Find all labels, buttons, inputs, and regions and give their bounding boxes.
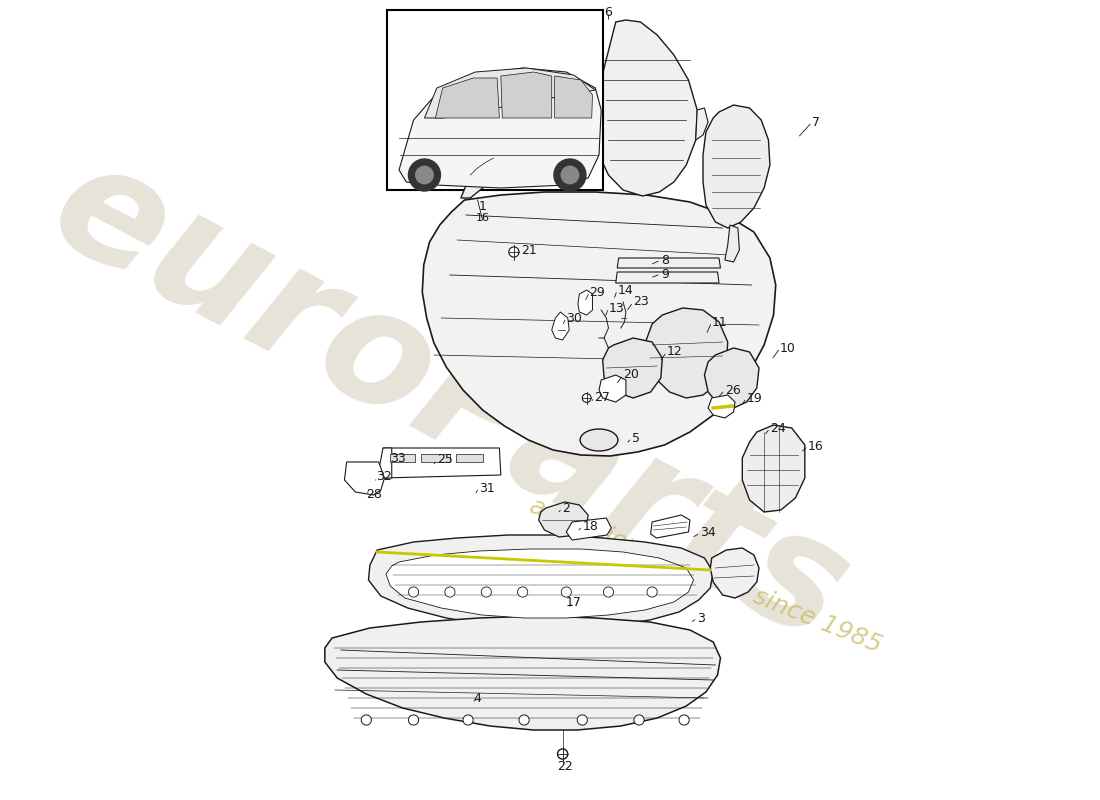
Circle shape <box>561 587 571 597</box>
Circle shape <box>558 749 568 759</box>
Circle shape <box>518 587 528 597</box>
Circle shape <box>647 587 657 597</box>
Polygon shape <box>425 68 595 118</box>
Circle shape <box>408 587 419 597</box>
Circle shape <box>519 715 529 725</box>
Text: euroParts: euroParts <box>28 126 872 674</box>
Polygon shape <box>386 549 694 618</box>
Polygon shape <box>600 375 626 402</box>
Polygon shape <box>552 312 569 340</box>
Polygon shape <box>421 454 450 462</box>
Polygon shape <box>377 448 392 478</box>
Text: 24: 24 <box>770 422 785 434</box>
Polygon shape <box>711 548 759 598</box>
Text: 18: 18 <box>582 519 598 533</box>
Circle shape <box>578 715 587 725</box>
Text: 27: 27 <box>594 390 609 403</box>
Text: 33: 33 <box>390 451 406 465</box>
Text: 6: 6 <box>605 6 613 18</box>
Text: 17: 17 <box>565 597 582 610</box>
Circle shape <box>561 166 579 184</box>
Text: 25: 25 <box>437 454 453 466</box>
Text: 26: 26 <box>725 383 740 397</box>
Text: 29: 29 <box>590 286 605 298</box>
Text: 16: 16 <box>475 213 490 223</box>
Circle shape <box>416 166 433 184</box>
Text: 7: 7 <box>812 115 821 129</box>
Text: 2: 2 <box>562 502 570 514</box>
Circle shape <box>509 247 519 257</box>
Text: 20: 20 <box>623 369 639 382</box>
Polygon shape <box>725 225 739 262</box>
Polygon shape <box>539 502 588 537</box>
Circle shape <box>463 715 473 725</box>
Text: 21: 21 <box>521 243 537 257</box>
Text: 23: 23 <box>634 295 649 309</box>
Text: 28: 28 <box>366 489 382 502</box>
Polygon shape <box>324 616 720 730</box>
Polygon shape <box>595 20 697 196</box>
Polygon shape <box>647 308 728 398</box>
Circle shape <box>408 715 419 725</box>
Polygon shape <box>695 108 708 140</box>
Text: 12: 12 <box>667 346 682 358</box>
Text: 11: 11 <box>712 315 727 329</box>
Polygon shape <box>584 130 600 158</box>
Circle shape <box>361 715 372 725</box>
Polygon shape <box>461 148 499 198</box>
Text: 3: 3 <box>697 611 705 625</box>
Polygon shape <box>455 454 483 462</box>
Text: 34: 34 <box>700 526 716 539</box>
Circle shape <box>554 159 586 191</box>
Polygon shape <box>436 78 499 118</box>
Circle shape <box>679 715 690 725</box>
Text: 30: 30 <box>566 311 582 325</box>
Text: a passion for parts since 1985: a passion for parts since 1985 <box>526 494 886 658</box>
Polygon shape <box>500 72 552 118</box>
Polygon shape <box>382 448 500 478</box>
Polygon shape <box>399 68 602 188</box>
Polygon shape <box>704 348 759 408</box>
Text: 4: 4 <box>474 691 482 705</box>
Polygon shape <box>703 105 770 228</box>
Polygon shape <box>368 535 713 628</box>
Text: 9: 9 <box>661 267 669 281</box>
Polygon shape <box>344 462 385 495</box>
Polygon shape <box>650 515 690 538</box>
FancyBboxPatch shape <box>386 10 603 190</box>
Text: 31: 31 <box>478 482 495 494</box>
Text: 10: 10 <box>780 342 796 354</box>
Circle shape <box>408 159 440 191</box>
Circle shape <box>582 394 591 402</box>
Text: 13: 13 <box>608 302 624 314</box>
Text: 22: 22 <box>557 759 573 773</box>
Polygon shape <box>617 258 720 268</box>
Polygon shape <box>742 425 805 512</box>
Polygon shape <box>616 272 719 283</box>
Polygon shape <box>566 518 612 540</box>
Polygon shape <box>390 454 415 462</box>
Polygon shape <box>554 76 593 118</box>
Polygon shape <box>708 395 735 418</box>
Polygon shape <box>422 192 776 456</box>
Polygon shape <box>578 290 593 315</box>
Circle shape <box>634 715 645 725</box>
Text: 8: 8 <box>661 254 669 266</box>
Circle shape <box>604 587 614 597</box>
Text: 5: 5 <box>631 431 640 445</box>
Polygon shape <box>603 338 662 398</box>
Text: 19: 19 <box>747 391 762 405</box>
Text: 16: 16 <box>807 439 824 453</box>
Circle shape <box>481 587 492 597</box>
Ellipse shape <box>580 429 618 451</box>
Text: 14: 14 <box>617 283 632 297</box>
Circle shape <box>444 587 455 597</box>
Text: 32: 32 <box>376 470 392 483</box>
Text: 1: 1 <box>478 201 486 214</box>
